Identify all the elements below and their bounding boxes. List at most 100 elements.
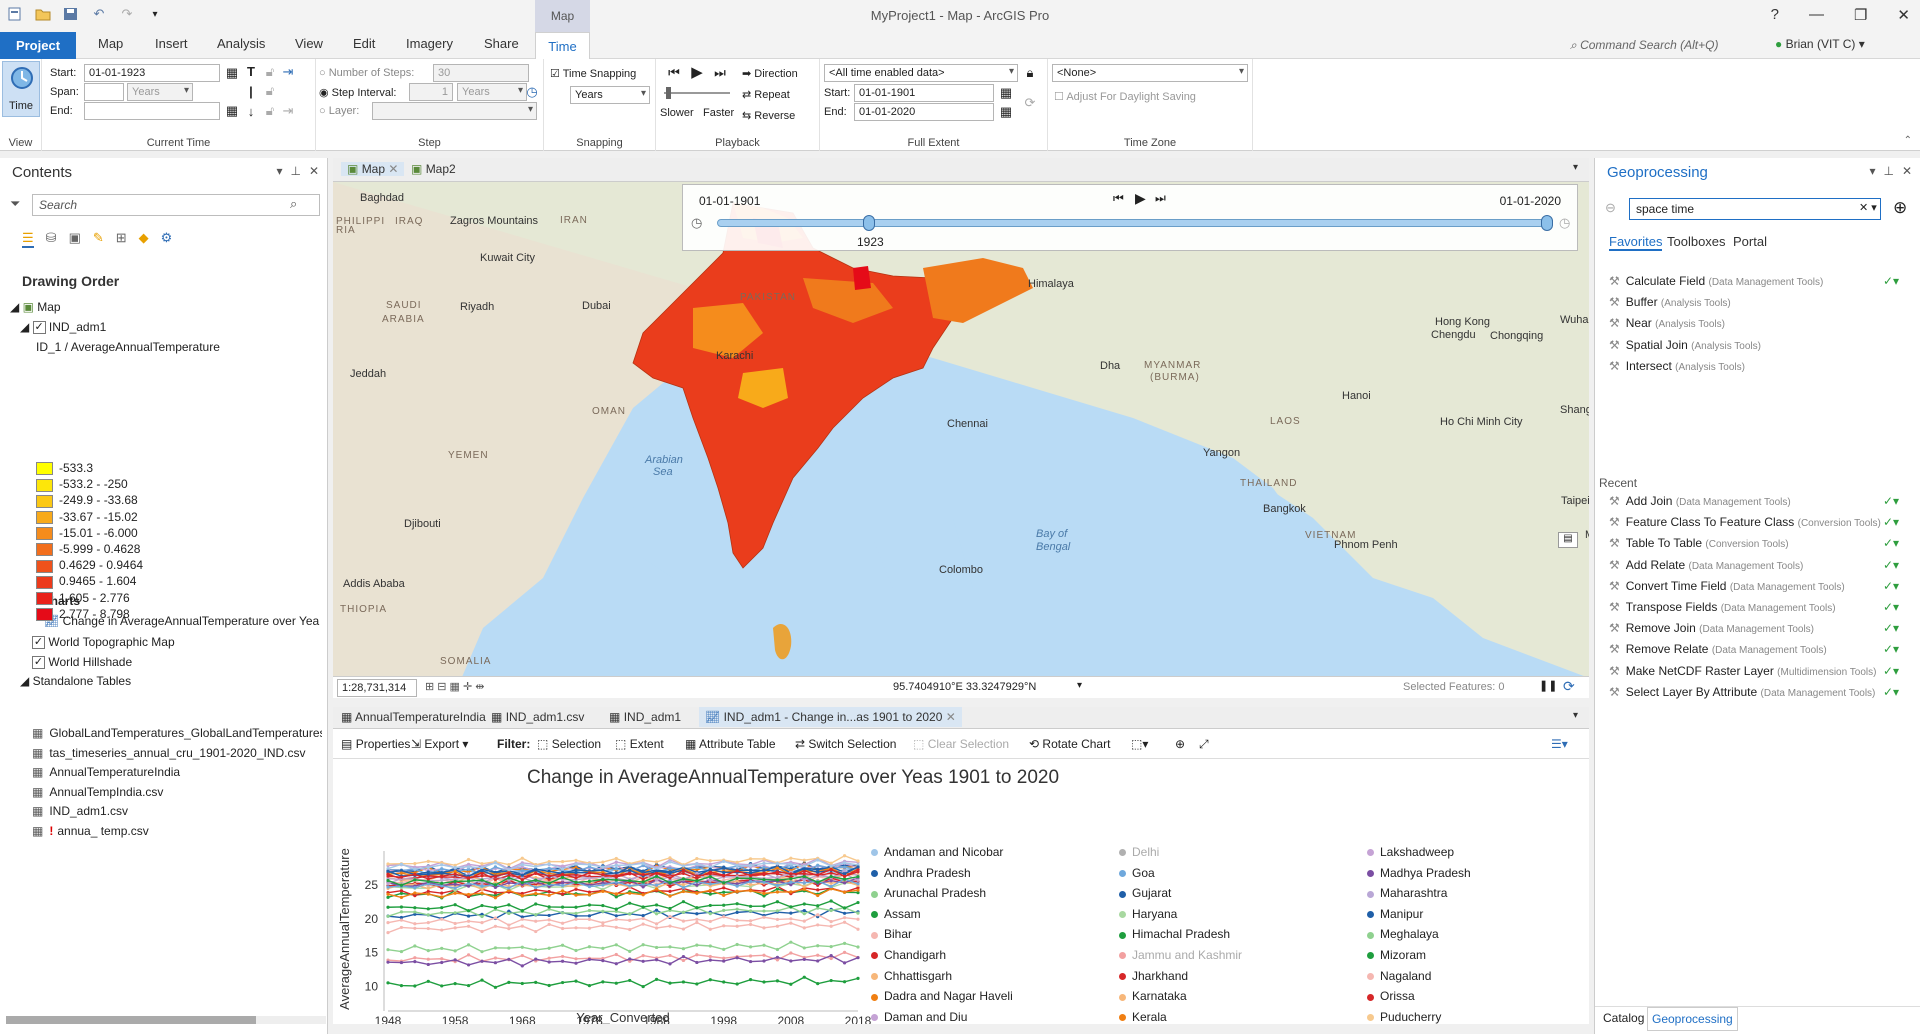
bottom-tab-menu-icon[interactable]: ▾ xyxy=(1573,710,1579,721)
end-unlock-icon[interactable]: 🔓︎ xyxy=(265,103,275,118)
pin-icon[interactable]: ⊥ xyxy=(290,164,301,178)
full-extent-icon[interactable]: ⤢ xyxy=(1199,737,1209,751)
tab-map[interactable]: Map xyxy=(98,36,124,51)
rotate-chart-button[interactable]: ⟲ Rotate Chart xyxy=(1029,737,1110,751)
tab-ind-adm1-csv[interactable]: ▦ IND_adm1.csv xyxy=(491,710,584,724)
legend-item[interactable]: Puducherry xyxy=(1367,1010,1441,1024)
span-lock-icon[interactable]: | xyxy=(249,83,253,99)
tool-item[interactable]: ⚒ Feature Class To Feature Class (Convers… xyxy=(1609,515,1881,529)
time-toggle-button[interactable]: Time xyxy=(2,61,40,117)
legend-item[interactable]: Goa xyxy=(1119,866,1155,880)
scale-input[interactable]: 1:28,731,314 xyxy=(337,679,417,697)
repeat-button[interactable]: ⇄ Repeat xyxy=(742,88,790,101)
legend-item[interactable]: Andhra Pradesh xyxy=(871,866,971,880)
line-chart[interactable]: 1948 1958 1968 1978 1988 1998 2008 2018 10 15 20 25… xyxy=(333,759,1253,1024)
export-button[interactable]: ⇲ Export ▾ xyxy=(411,737,469,751)
standalone-table-item[interactable]: ▦ GlobalLandTemperatures_GlobalLandTemper… xyxy=(32,726,322,740)
redo-icon[interactable]: ↷ xyxy=(121,6,133,21)
tab-map-doc[interactable]: ▣ Map ✕ xyxy=(341,162,405,176)
help-icon[interactable]: ? xyxy=(1770,6,1779,23)
back-icon[interactable]: ⊖ xyxy=(1605,200,1616,215)
refresh-icon[interactable]: ⟳ xyxy=(1563,678,1575,694)
step-interval-radio[interactable]: ◉ Step Interval: xyxy=(319,87,397,99)
map-node[interactable]: ◢ ▣ Map xyxy=(10,300,61,314)
legend-item[interactable]: Assam xyxy=(871,907,921,921)
lock-start-icon[interactable]: T xyxy=(247,63,255,79)
world-hill-checkbox[interactable]: ✓ xyxy=(32,656,45,670)
legend-class[interactable]: -15.01 - -6.000 xyxy=(36,526,138,541)
standalone-table-item[interactable]: ▦ AnnualTempIndia.csv xyxy=(32,785,322,799)
tool-item[interactable]: ⚒ Remove Relate (Data Management Tools) xyxy=(1609,642,1827,656)
tab-ind-adm1[interactable]: ▦ IND_adm1 xyxy=(609,710,681,724)
legend-class[interactable]: -533.2 - -250 xyxy=(36,477,128,492)
legend-class[interactable]: 0.9465 - 1.604 xyxy=(36,574,136,589)
direction-button[interactable]: ➡ Direction xyxy=(742,67,798,80)
calendar-icon[interactable]: ▦ xyxy=(225,65,239,80)
legend-item[interactable]: Chhattisgarh xyxy=(871,969,952,983)
legend-class[interactable]: -5.999 - 0.4628 xyxy=(36,542,140,557)
reverse-button[interactable]: ⇆ Reverse xyxy=(742,109,795,122)
legend-item[interactable]: Daman and Diu xyxy=(871,1010,967,1024)
legend-item[interactable]: Nagaland xyxy=(1367,969,1431,983)
select-tool-icon[interactable]: ⬚▾ xyxy=(1131,737,1149,751)
clear-selection-button[interactable]: ⬚ Clear Selection xyxy=(913,737,1009,751)
clear-search-icon[interactable]: ✕ ▾ xyxy=(1859,202,1877,214)
tool-item[interactable]: ⚒ Make NetCDF Raster Layer (Multidimensio… xyxy=(1609,664,1876,678)
next-icon[interactable]: ⏭ xyxy=(714,65,726,80)
slider-play-icon[interactable]: ▶ xyxy=(1135,190,1146,206)
tab-catalog[interactable]: Catalog xyxy=(1603,1011,1645,1025)
standalone-table-item[interactable]: ▦ AnnualTemperatureIndia xyxy=(32,765,322,779)
tab-portal[interactable]: Portal xyxy=(1733,234,1767,249)
extent-source-dropdown[interactable]: <All time enabled data> xyxy=(824,64,1018,82)
standalone-tables-node[interactable]: ◢ Standalone Tables xyxy=(20,674,132,688)
selection-view-icon[interactable]: ▣ xyxy=(68,230,81,245)
standalone-table-item[interactable]: ▦ IND_adm1.csv xyxy=(32,804,322,818)
tab-share[interactable]: Share xyxy=(484,36,519,51)
geo-close-icon[interactable]: ✕ xyxy=(1901,164,1912,178)
tab-annualtemperatureindia[interactable]: ▦ AnnualTemperatureIndia xyxy=(341,710,486,724)
geo-pin-icon[interactable]: ⊥ xyxy=(1883,164,1894,178)
labeling-view-icon[interactable]: ◆ xyxy=(138,230,149,245)
contents-scrollbar[interactable] xyxy=(6,1016,326,1024)
tool-item[interactable]: ⚒ Table To Table (Conversion Tools) xyxy=(1609,536,1789,550)
coord-format-icon[interactable]: ▾ xyxy=(1077,680,1083,691)
extent-start-calendar-icon[interactable]: ▦ xyxy=(999,85,1013,100)
tab-map2-doc[interactable]: ▣ Map2 xyxy=(411,162,456,176)
close-map-tab-icon[interactable]: ✕ xyxy=(388,162,399,176)
legend-item[interactable]: Karnataka xyxy=(1119,989,1187,1003)
span-unit-dropdown[interactable]: Years xyxy=(127,83,193,101)
legend-item[interactable]: Orissa xyxy=(1367,989,1415,1003)
tab-time[interactable]: Time xyxy=(535,32,590,60)
layer-dropdown[interactable] xyxy=(372,102,537,120)
close-pane-icon[interactable]: ✕ xyxy=(308,164,319,178)
legend-class[interactable]: -33.67 - -15.02 xyxy=(36,510,138,524)
collapse-ribbon-icon[interactable]: ⌃ xyxy=(1903,135,1912,146)
switch-selection-button[interactable]: ⇄ Switch Selection xyxy=(795,737,896,751)
contents-search-icon[interactable]: ⌕ xyxy=(290,196,298,211)
legend-item[interactable]: Andaman and Nicobar xyxy=(871,845,1003,859)
tab-analysis[interactable]: Analysis xyxy=(217,36,266,51)
slider-next-icon[interactable]: ⏭ xyxy=(1155,191,1166,205)
tool-item[interactable]: ⚒ Add Relate (Data Management Tools) xyxy=(1609,558,1803,572)
new-project-icon[interactable] xyxy=(6,6,24,22)
extent-start-input[interactable]: 01-01-1901 xyxy=(854,84,994,102)
tab-chart[interactable]: 📈︎ IND_adm1 - Change in...as 1901 to 202… xyxy=(699,707,962,727)
legend-item[interactable]: Gujarat xyxy=(1119,886,1171,900)
legend-item[interactable]: Arunachal Pradesh xyxy=(871,886,986,900)
speed-slider[interactable] xyxy=(664,87,730,99)
play-icon[interactable]: ▶ xyxy=(691,64,703,81)
filter-selection-button[interactable]: ⬚ Selection xyxy=(537,737,601,751)
charts-view-icon[interactable]: ⚙ xyxy=(160,230,173,245)
extent-refresh-icon[interactable]: ⟳ xyxy=(1024,95,1036,110)
time-slider[interactable]: 01-01-1901 01-01-2020 ⏮ ▶ ⏭ ◷ 1923 ◷ xyxy=(682,184,1578,251)
tool-item[interactable]: ⚒ Remove Join (Data Management Tools) xyxy=(1609,621,1814,635)
tool-item[interactable]: ⚒ Calculate Field (Data Management Tools) xyxy=(1609,274,1823,288)
extent-end-calendar-icon[interactable]: ▦ xyxy=(999,104,1013,119)
command-search[interactable]: ⌕ Command Search (Alt+Q) xyxy=(1570,38,1718,53)
tab-project[interactable]: Project xyxy=(0,32,76,59)
tab-toolboxes[interactable]: Toolboxes xyxy=(1667,234,1726,249)
tab-insert[interactable]: Insert xyxy=(155,36,188,51)
world-topo-layer[interactable]: ✓ World Topographic Map xyxy=(32,635,175,650)
lock-icon[interactable]: 🔓︎ xyxy=(265,64,275,79)
scale-tools-icons[interactable]: ⊞ ⊟ ▦ ✛ ⇹ xyxy=(425,681,485,693)
